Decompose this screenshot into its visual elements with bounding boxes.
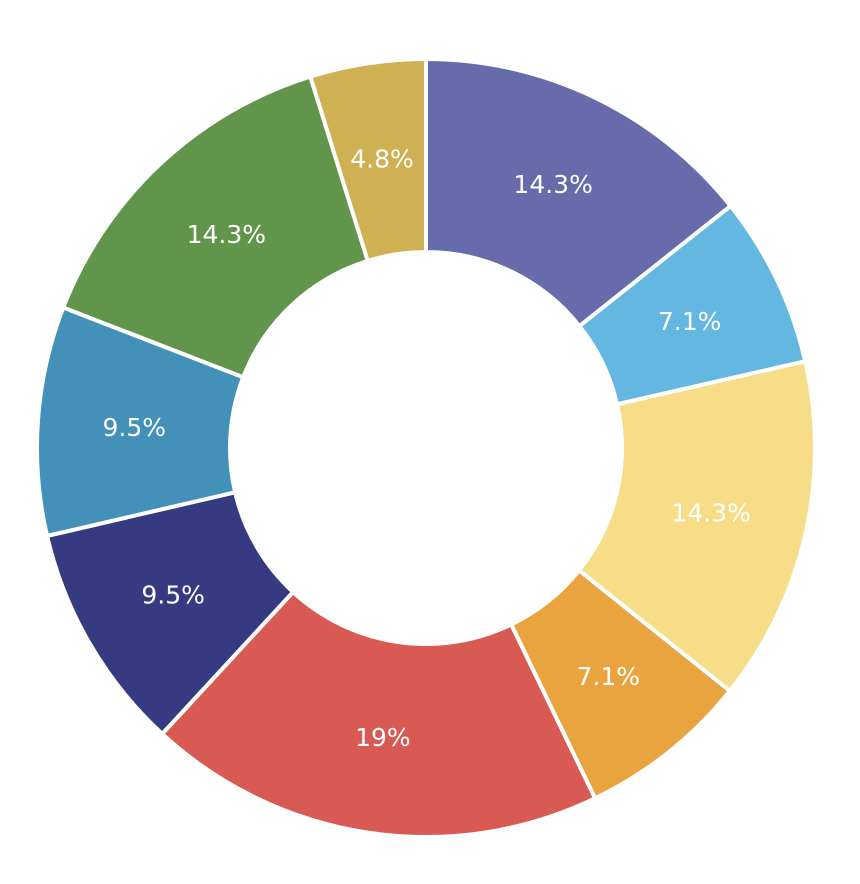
slice-data-label: 9.5% [102, 413, 166, 442]
slice-data-label: 7.1% [658, 307, 722, 336]
slice-data-label: 7.1% [577, 662, 641, 691]
slice-data-label: 4.8% [350, 144, 414, 173]
donut-slice [576, 358, 817, 694]
donut-slice [159, 589, 598, 839]
donut-slice [424, 56, 734, 329]
donut-slice [307, 56, 428, 264]
slices-layer [35, 56, 817, 839]
slice-data-label: 14.3% [187, 220, 266, 249]
slice-data-label: 9.5% [141, 581, 205, 610]
labels-layer: 14.3% 7.1% 14.3% 7.1% 19% 9.5% 9.5% 14.3% 4.8% [102, 144, 750, 751]
slice-data-label: 14.3% [513, 170, 592, 199]
slice-data-label: 14.3% [671, 499, 750, 528]
slice-data-label: 19% [355, 723, 411, 752]
donut-slice [60, 74, 371, 380]
